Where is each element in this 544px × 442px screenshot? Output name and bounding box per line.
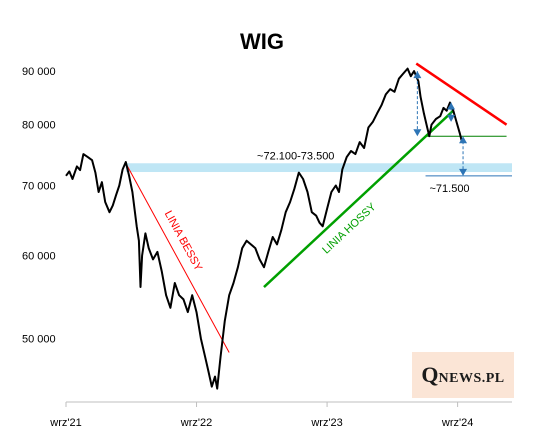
support-zone-label: ~72.100-73.500 — [257, 150, 334, 162]
y-tick-label: 90 000 — [22, 66, 56, 78]
x-tick-label: wrz'24 — [441, 417, 473, 429]
projection-arrowhead — [459, 136, 468, 144]
chart-title: WIG — [240, 29, 284, 54]
projection-arrowhead — [413, 71, 422, 79]
projection-arrowhead — [459, 168, 468, 176]
y-tick-label: 80 000 — [22, 120, 56, 132]
hossy-line-label: LINIA HOSSY — [320, 201, 379, 257]
projection-arrowhead — [447, 102, 456, 110]
support-zones — [125, 163, 512, 173]
support-zone-band — [125, 163, 512, 173]
logo-rest: NEWS.PL — [438, 371, 505, 386]
trend-lines — [125, 62, 512, 353]
y-tick-label: 50 000 — [22, 334, 56, 346]
projection-arrowhead — [447, 114, 456, 122]
target-label: ~71.500 — [429, 183, 469, 195]
chart-axes: wrz'21 wrz'22 wrz'23 wrz'24 50 000 60 000 70 0… — [22, 66, 512, 429]
x-tick-label: wrz'21 — [49, 417, 81, 429]
hossy-line — [263, 109, 455, 288]
resistance-line — [415, 62, 508, 126]
y-tick-label: 70 000 — [22, 180, 56, 192]
projection-arrowhead — [413, 129, 422, 137]
qnews-logo: QNEWS.PL — [412, 352, 514, 398]
bessy-line — [125, 163, 230, 353]
x-tick-label: wrz'23 — [310, 417, 342, 429]
logo-q: Q — [421, 362, 439, 387]
wig-price-line — [65, 67, 463, 390]
y-tick-label: 60 000 — [22, 251, 56, 263]
price-series — [65, 67, 463, 390]
x-tick-label: wrz'22 — [180, 417, 212, 429]
